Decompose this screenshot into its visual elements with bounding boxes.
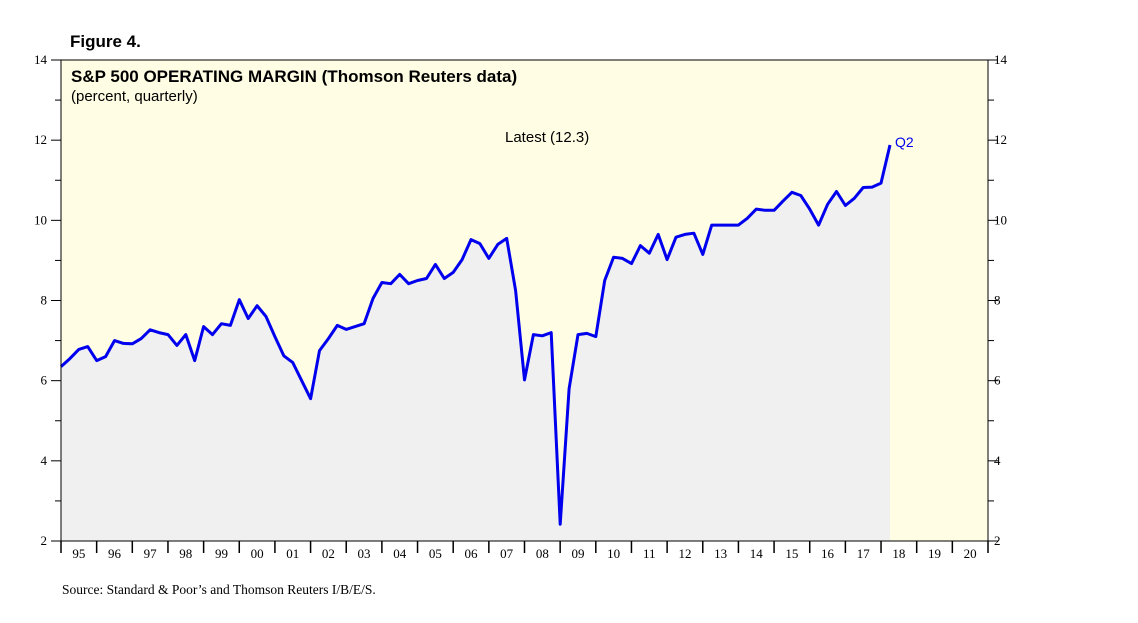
y-tick-label-right: 4 — [994, 453, 1001, 468]
x-tick-label: 96 — [108, 546, 122, 561]
y-tick-label-right: 6 — [994, 373, 1001, 388]
y-tick-label-left: 8 — [41, 293, 48, 308]
x-tick-label: 13 — [714, 546, 727, 561]
x-tick-label: 03 — [358, 546, 371, 561]
x-tick-label: 07 — [500, 546, 514, 561]
x-tick-label: 06 — [465, 546, 479, 561]
y-axis-ticks: 2 2 4 4 6 6 8 8 10 10 12 12 14 14 — [34, 52, 1008, 548]
y-tick-label-left: 10 — [34, 212, 47, 227]
y-tick-label-right: 14 — [994, 52, 1008, 67]
latest-quarter-label: Q2 — [895, 134, 914, 150]
x-tick-label: 01 — [286, 546, 299, 561]
y-tick-label-left: 12 — [34, 132, 47, 147]
x-tick-label: 16 — [821, 546, 835, 561]
y-tick-label-left: 14 — [34, 52, 48, 67]
y-tick-label-left: 2 — [41, 533, 48, 548]
y-tick-label-right: 12 — [994, 132, 1007, 147]
x-tick-label: 98 — [179, 546, 192, 561]
x-tick-label: 20 — [964, 546, 977, 561]
y-tick-label-right: 2 — [994, 533, 1001, 548]
y-tick-label-right: 10 — [994, 212, 1007, 227]
x-tick-label: 05 — [429, 546, 442, 561]
x-tick-label: 97 — [144, 546, 158, 561]
x-tick-label: 15 — [785, 546, 798, 561]
y-tick-label-left: 6 — [41, 373, 48, 388]
chart-subtitle: (percent, quarterly) — [71, 88, 198, 105]
chart-title: S&P 500 OPERATING MARGIN (Thomson Reuter… — [71, 67, 517, 86]
margin-line — [59, 144, 892, 526]
x-tick-label: 99 — [215, 546, 228, 561]
x-tick-label: 18 — [892, 546, 905, 561]
x-tick-label: 09 — [571, 546, 584, 561]
y-tick-label-left: 4 — [41, 453, 48, 468]
source-note: Source: Standard & Poor’s and Thomson Re… — [62, 582, 376, 597]
figure-label: Figure 4. — [70, 32, 141, 51]
x-tick-label: 12 — [678, 546, 691, 561]
x-tick-label: 14 — [750, 546, 764, 561]
x-tick-label: 04 — [393, 546, 407, 561]
x-tick-label: 08 — [536, 546, 549, 561]
x-tick-label: 00 — [251, 546, 264, 561]
x-tick-label: 10 — [607, 546, 620, 561]
x-tick-label: 95 — [72, 546, 85, 561]
x-tick-label: 02 — [322, 546, 335, 561]
x-tick-label: 11 — [643, 546, 656, 561]
plot-border — [60, 59, 989, 542]
margin-area — [61, 145, 890, 541]
y-tick-label-right: 8 — [994, 293, 1001, 308]
x-tick-label: 19 — [928, 546, 941, 561]
x-axis-ticks: 95 96 97 98 99 00 01 02 03 04 05 06 07 08 09 10 11 12 13 14… — [60, 541, 989, 561]
latest-annotation: Latest (12.3) — [505, 129, 589, 146]
x-tick-label: 17 — [857, 546, 871, 561]
